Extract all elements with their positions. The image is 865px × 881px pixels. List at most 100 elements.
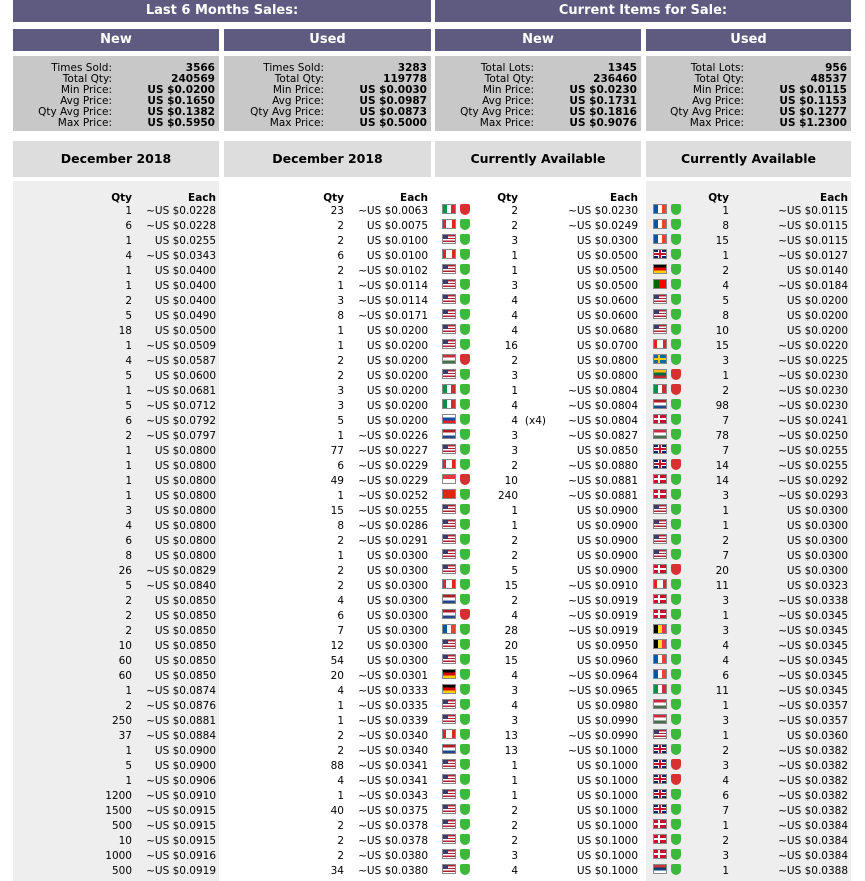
qty-cell: 40	[330, 805, 344, 817]
price-cell: ~US $0.0225	[778, 355, 848, 367]
qty-cell: 5	[125, 580, 132, 592]
table-row: 2 ~US $0.0249	[435, 219, 641, 234]
price-cell: US $0.0900	[154, 760, 216, 772]
country-flag-icon	[442, 654, 456, 664]
country-flag-icon	[653, 219, 667, 229]
table-row: 2 US $0.0300	[224, 579, 431, 594]
qty-cell: 8	[125, 550, 132, 562]
price-cell: US $0.0200	[786, 310, 848, 322]
qty-cell: 60	[118, 670, 132, 682]
seller-rating-icon	[460, 519, 470, 530]
qty-cell: 37	[118, 730, 132, 742]
seller-rating-icon	[460, 669, 470, 680]
price-cell: ~US $0.0241	[778, 415, 848, 427]
table-row: 2 ~US $0.0291	[224, 534, 431, 549]
price-cell: US $0.0200	[786, 325, 848, 337]
table-row: 8 ~US $0.0171	[224, 309, 431, 324]
table-row: 3 ~US $0.0345	[646, 624, 851, 639]
stat-label: Max Price:	[479, 117, 534, 129]
stat-value: US $0.0030	[359, 84, 427, 96]
country-flag-icon	[653, 504, 667, 514]
country-flag-icon	[653, 684, 667, 694]
sold-used-title: Used	[224, 29, 431, 51]
price-cell: US $0.0300	[366, 625, 428, 637]
qty-cell: 4	[511, 400, 518, 412]
price-cell: ~US $0.0804	[568, 415, 638, 427]
seller-rating-icon	[671, 594, 681, 605]
price-cell: ~US $0.0681	[146, 385, 216, 397]
seller-rating-icon	[671, 519, 681, 530]
country-flag-icon	[442, 324, 456, 334]
table-row: 28 ~US $0.0919	[435, 624, 641, 639]
table-row: 4 ~US $0.0587	[13, 354, 219, 369]
country-flag-icon	[442, 309, 456, 319]
qty-cell: 2	[511, 835, 518, 847]
qty-cell: 54	[330, 655, 344, 667]
price-cell: ~US $0.0114	[358, 295, 428, 307]
country-flag-icon	[442, 429, 456, 439]
stat-row: Total Qty: 119778	[224, 74, 431, 85]
price-cell: ~US $0.0382	[778, 760, 848, 772]
qty-cell: 1000	[105, 850, 132, 862]
price-cell: US $0.0950	[576, 640, 638, 652]
country-flag-icon	[442, 249, 456, 259]
seller-rating-icon	[460, 204, 470, 215]
qty-cell: 1	[337, 340, 344, 352]
qty-cell: 4	[511, 310, 518, 322]
qty-cell: 49	[330, 475, 344, 487]
table-row: 2 ~US $0.0876	[13, 699, 219, 714]
seller-rating-icon	[671, 864, 681, 875]
qty-cell: 2	[125, 430, 132, 442]
price-cell: US $0.1000	[576, 850, 638, 862]
table-row: 10 US $0.0850	[13, 639, 219, 654]
seller-rating-icon	[460, 429, 470, 440]
country-flag-icon	[653, 474, 667, 484]
stat-label: Min Price:	[272, 84, 324, 96]
table-row: 3 ~US $0.0338	[646, 594, 851, 609]
table-row: 1 ~US $0.0906	[13, 774, 219, 789]
price-cell: US $0.0800	[576, 370, 638, 382]
price-cell: US $0.0960	[576, 655, 638, 667]
qty-cell: 4	[125, 250, 132, 262]
table-row: 15 ~US $0.0255	[224, 504, 431, 519]
price-cell: ~US $0.0230	[778, 400, 848, 412]
table-row: 1 US $0.0200	[224, 324, 431, 339]
price-cell: ~US $0.0919	[568, 625, 638, 637]
qty-cell: 4	[125, 355, 132, 367]
qty-cell: 2	[511, 550, 518, 562]
price-cell: US $0.0360	[786, 730, 848, 742]
country-flag-icon	[653, 609, 667, 619]
qty-cell: 2	[125, 295, 132, 307]
price-cell: ~US $0.0063	[358, 205, 428, 217]
stat-value: US $0.1153	[779, 95, 847, 107]
stat-value: US $0.1277	[779, 106, 847, 118]
qty-cell: 1	[722, 700, 729, 712]
price-cell: US $0.0800	[154, 520, 216, 532]
seller-rating-icon	[460, 474, 470, 485]
qty-cell: 20	[715, 565, 729, 577]
table-row: 1000 ~US $0.0916	[13, 849, 219, 864]
stat-row: Avg Price: US $0.1731	[435, 96, 641, 107]
table-row: 1 US $0.0800	[13, 474, 219, 489]
seller-rating-icon	[671, 204, 681, 215]
qty-cell: 4	[337, 685, 344, 697]
price-cell: US $0.0500	[576, 280, 638, 292]
qty-cell: 2	[337, 730, 344, 742]
country-flag-icon	[442, 759, 456, 769]
table-row: 13 ~US $0.1000	[435, 744, 641, 759]
table-row: 88 ~US $0.0341	[224, 759, 431, 774]
table-row: 6 ~US $0.0345	[646, 669, 851, 684]
table-row: 10 ~US $0.0881	[435, 474, 641, 489]
country-flag-icon	[653, 534, 667, 544]
table-row: 7 ~US $0.0241	[646, 414, 851, 429]
qty-cell: 6	[337, 610, 344, 622]
country-flag-icon	[442, 504, 456, 514]
avail-new-period: Currently Available	[435, 141, 641, 177]
price-cell: US $0.0800	[154, 490, 216, 502]
price-cell: ~US $0.0341	[358, 775, 428, 787]
table-row: 1 ~US $0.0509	[13, 339, 219, 354]
qty-cell: 2	[511, 595, 518, 607]
country-flag-icon	[653, 249, 667, 259]
table-row: 1 ~US $0.0114	[224, 279, 431, 294]
stat-row: Total Lots: 1345	[435, 63, 641, 74]
